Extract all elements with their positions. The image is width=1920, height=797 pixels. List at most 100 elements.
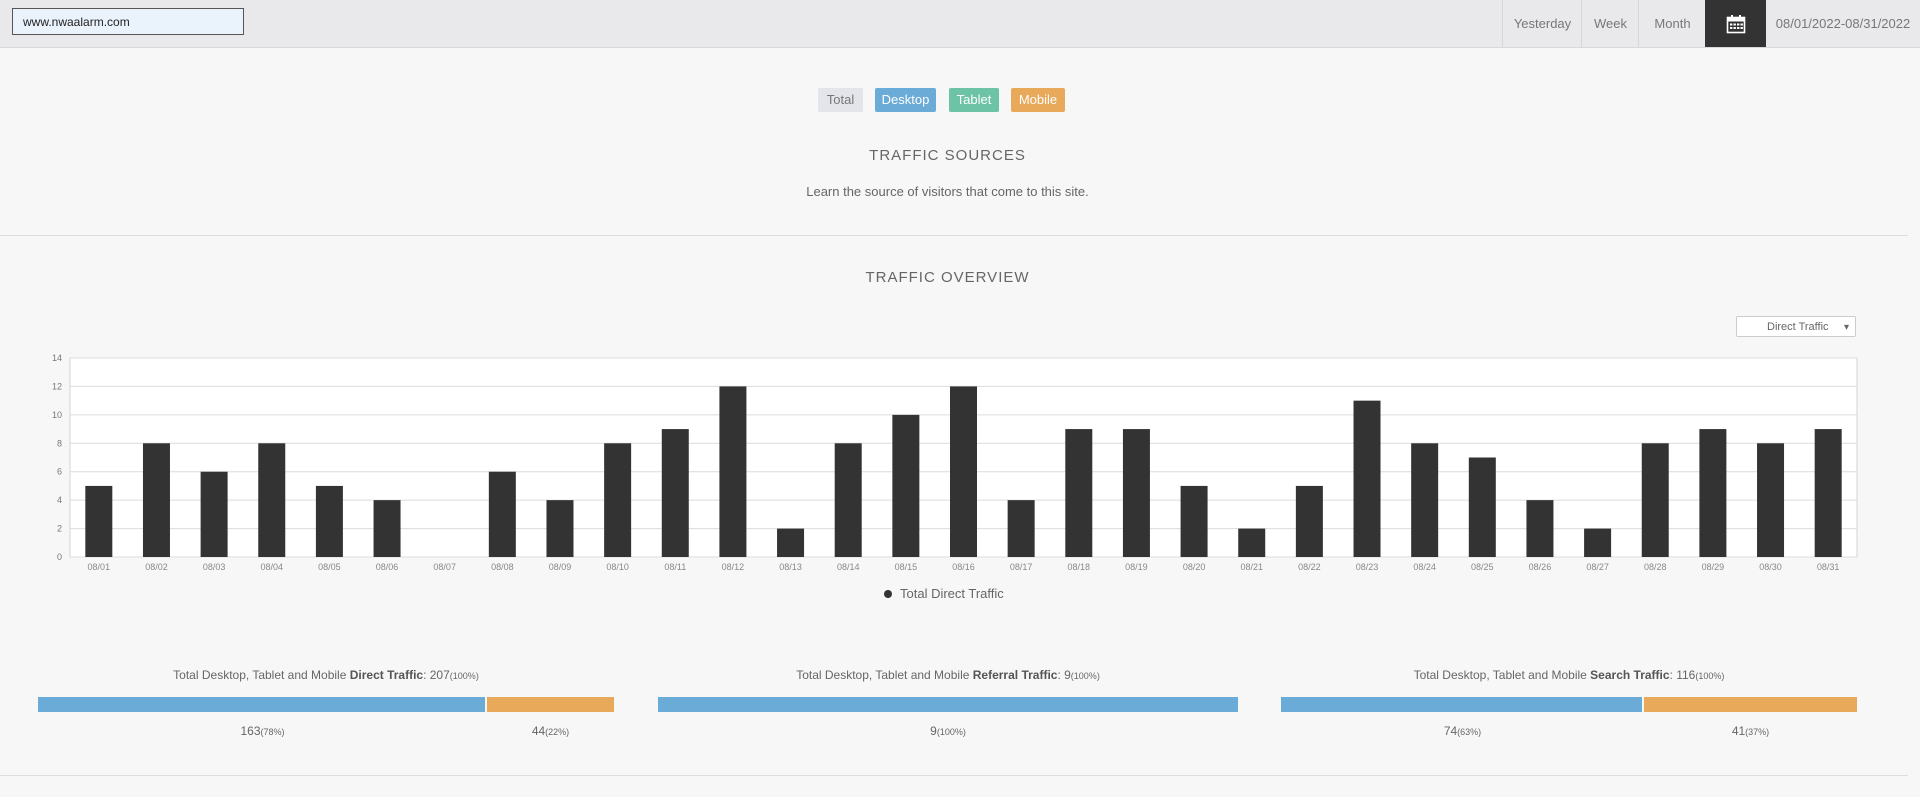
chart-bar[interactable] <box>1526 500 1554 557</box>
desktop-share-bar[interactable] <box>1281 697 1642 712</box>
mobile-share-label: 41(37%) <box>1644 724 1857 738</box>
chart-bar[interactable] <box>315 485 343 557</box>
x-tick-label: 08/11 <box>664 562 686 572</box>
x-tick-label: 08/18 <box>1068 562 1091 572</box>
share-value: 74 <box>1443 724 1458 738</box>
traffic-type-select-value: Direct Traffic <box>1767 321 1829 333</box>
share-value: 163 <box>240 724 261 738</box>
week-button[interactable]: Week <box>1581 0 1639 47</box>
filter-desktop-button[interactable]: Desktop <box>875 88 936 112</box>
x-tick-label: 08/15 <box>895 562 918 572</box>
x-tick-label: 08/31 <box>1817 562 1840 572</box>
mobile-share-label: 44(22%) <box>487 724 614 738</box>
chart-bar[interactable] <box>258 443 286 557</box>
summary-prefix: Total Desktop, Tablet and Mobile <box>796 668 973 682</box>
traffic-overview-title: TRAFFIC OVERVIEW <box>865 269 1030 286</box>
x-tick-label: 08/03 <box>203 562 226 572</box>
y-tick-label: 10 <box>52 410 62 420</box>
chart-bar[interactable] <box>142 443 170 557</box>
chart-bar[interactable] <box>1122 429 1150 557</box>
chart-bar[interactable] <box>1180 485 1208 557</box>
x-tick-label: 08/23 <box>1356 562 1379 572</box>
chart-bar[interactable] <box>488 471 516 557</box>
chart-bar[interactable] <box>834 443 862 557</box>
chart-bar[interactable] <box>1814 429 1842 557</box>
summary-total: : 207 <box>423 668 450 682</box>
chart-bar[interactable] <box>85 485 113 557</box>
chart-bar[interactable] <box>200 471 228 557</box>
chart-bar[interactable] <box>546 500 574 557</box>
summary-percent: (100%) <box>1695 671 1725 681</box>
traffic-type-select[interactable]: Direct Traffic ▾ <box>1736 316 1856 337</box>
mobile-share-bar[interactable] <box>1644 697 1857 712</box>
share-percent: (22%) <box>545 727 570 737</box>
x-tick-label: 08/07 <box>433 562 456 572</box>
desktop-share-label: 9(100%) <box>658 724 1238 738</box>
x-tick-label: 08/27 <box>1586 562 1609 572</box>
chart-bar[interactable] <box>1641 443 1669 557</box>
yesterday-button[interactable]: Yesterday <box>1502 0 1582 47</box>
x-tick-label: 08/19 <box>1125 562 1148 572</box>
y-tick-label: 8 <box>57 438 62 448</box>
summary-prefix: Total Desktop, Tablet and Mobile <box>1413 668 1591 682</box>
legend-dot-icon <box>884 589 892 598</box>
y-tick-label: 6 <box>57 467 62 477</box>
calendar-icon <box>1726 14 1745 33</box>
desktop-share-bar[interactable] <box>38 697 485 712</box>
summary-label: Search Traffic <box>1590 668 1670 682</box>
chart-bar[interactable] <box>719 386 747 557</box>
summary-total: : 9 <box>1057 668 1071 682</box>
date-range-display[interactable]: 08/01/2022-08/31/2022 <box>1775 16 1911 31</box>
x-tick-label: 08/30 <box>1759 562 1782 572</box>
filter-total-button[interactable]: Total <box>818 88 863 112</box>
chart-bar[interactable] <box>1468 457 1496 558</box>
chart-bar[interactable] <box>1065 429 1093 557</box>
chart-bar[interactable] <box>604 443 632 557</box>
chart-bar[interactable] <box>892 414 920 557</box>
x-tick-label: 08/08 <box>491 562 514 572</box>
x-tick-label: 08/16 <box>952 562 975 572</box>
chart-bar[interactable] <box>777 528 805 557</box>
y-tick-label: 0 <box>57 552 62 562</box>
top-bar: Yesterday Week Month 08/01/2022-08/31/20… <box>0 0 1920 48</box>
chart-bar[interactable] <box>950 386 977 557</box>
chart-bar[interactable] <box>373 500 401 557</box>
x-tick-label: 08/13 <box>779 562 802 572</box>
bottom-divider <box>0 775 1908 776</box>
y-tick-label: 2 <box>57 524 62 534</box>
chart-bar[interactable] <box>1353 400 1381 557</box>
legend-label: Total Direct Traffic <box>900 586 1004 601</box>
summary-prefix: Total Desktop, Tablet and Mobile <box>173 668 350 682</box>
filter-tablet-button[interactable]: Tablet <box>949 88 999 112</box>
x-tick-label: 08/12 <box>722 562 745 572</box>
chart-bar[interactable] <box>1238 528 1266 557</box>
chevron-down-icon: ▾ <box>1843 322 1849 333</box>
chart-bar[interactable] <box>1411 443 1439 557</box>
x-tick-label: 08/04 <box>260 562 283 572</box>
filter-mobile-button[interactable]: Mobile <box>1011 88 1065 112</box>
calendar-button[interactable] <box>1705 0 1766 47</box>
chart-bar[interactable] <box>661 429 689 557</box>
month-button[interactable]: Month <box>1638 0 1706 47</box>
share-percent: (63%) <box>1457 727 1482 737</box>
x-tick-label: 08/06 <box>376 562 399 572</box>
summary-total: : 116 <box>1669 668 1696 682</box>
chart-bar[interactable] <box>1007 500 1035 557</box>
mobile-share-bar[interactable] <box>487 697 614 712</box>
x-tick-label: 08/29 <box>1702 562 1725 572</box>
site-url-input[interactable] <box>12 8 244 35</box>
summary-label: Referral Traffic <box>972 668 1058 682</box>
x-tick-label: 08/24 <box>1413 562 1436 572</box>
section-divider <box>0 235 1908 236</box>
y-tick-label: 12 <box>52 381 62 391</box>
share-value: 41 <box>1731 724 1746 738</box>
chart-bar[interactable] <box>1584 528 1612 557</box>
desktop-share-bar[interactable] <box>658 697 1238 712</box>
x-tick-label: 08/14 <box>837 562 860 572</box>
summary-percent: (100%) <box>1070 671 1100 681</box>
chart-bar[interactable] <box>1699 429 1727 557</box>
chart-bar[interactable] <box>1295 485 1323 557</box>
traffic-sources-title: TRAFFIC SOURCES <box>869 147 1026 164</box>
summary-title: Total Desktop, Tablet and Mobile Referra… <box>658 668 1238 682</box>
chart-bar[interactable] <box>1757 443 1785 557</box>
